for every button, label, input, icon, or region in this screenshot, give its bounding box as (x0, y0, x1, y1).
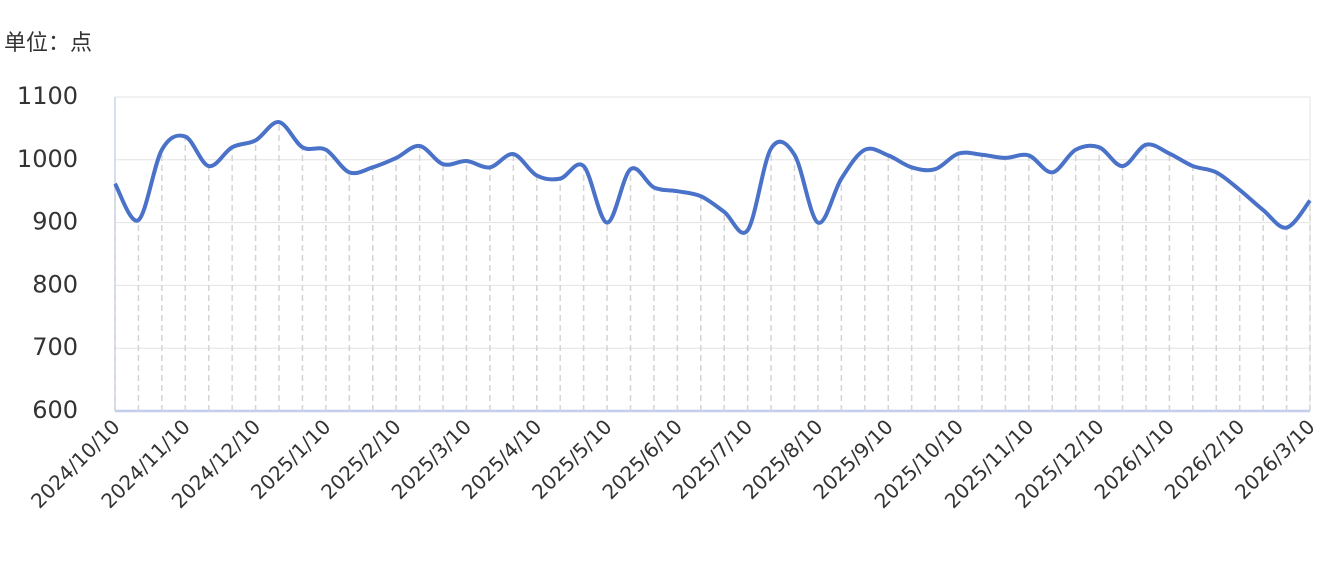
y-tick-label: 600 (32, 396, 78, 424)
unit-label: 单位：点 (4, 31, 92, 56)
y-tick-label: 1100 (17, 82, 78, 110)
series-line (113, 120, 1312, 235)
y-tick-label: 800 (32, 270, 78, 298)
y-tick-label: 900 (32, 208, 78, 236)
y-tick-label: 1000 (17, 145, 78, 173)
y-tick-label: 700 (32, 333, 78, 361)
